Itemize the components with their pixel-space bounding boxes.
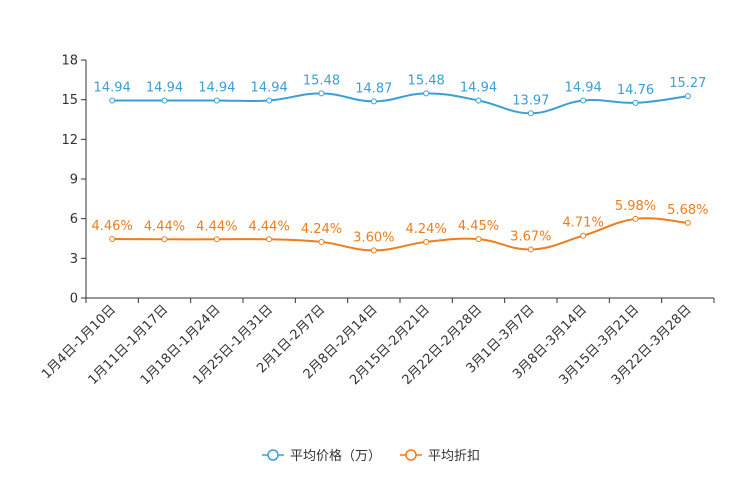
data-point [109,236,116,243]
data-point [632,215,639,222]
series-1: 4.46% 4.44% 4.44% 4.44% 4.24% 3.60% 4.24% 4.45%… [92,199,708,254]
data-point [580,232,587,239]
data-label: 14.87 [355,81,392,96]
data-label: 5.68% [667,203,708,218]
data-label: 4.71% [563,216,604,231]
data-label: 14.76 [617,83,654,98]
data-label: 4.46% [92,219,133,234]
data-label: 4.24% [406,222,447,237]
y-tick-label: 6 [70,212,78,227]
data-point [684,219,691,226]
data-point [475,236,482,243]
data-label: 4.44% [144,219,185,234]
y-tick-label: 12 [61,133,78,148]
series-line [112,217,688,252]
data-point [109,97,116,104]
data-label: 15.48 [303,73,340,88]
data-point [423,90,430,97]
data-label: 14.94 [94,80,131,95]
data-label: 4.24% [301,222,342,237]
data-label: 3.67% [510,229,551,244]
data-label: 14.94 [146,80,183,95]
data-label: 14.94 [198,80,235,95]
data-label: 15.27 [669,76,706,91]
data-label: 14.94 [460,80,497,95]
data-point [161,236,168,243]
data-label: 5.98% [615,199,656,214]
data-label: 14.94 [565,80,602,95]
legend-label: 平均价格（万） [290,448,381,464]
data-point [423,238,430,245]
y-tick-label: 0 [70,292,78,307]
data-point [318,238,325,245]
series-0: 14.94 14.94 14.94 14.94 15.48 14.87 15.48 14.94… [94,73,706,117]
data-label: 13.97 [512,93,549,108]
data-point [684,93,691,100]
data-point [213,97,220,104]
data-label: 3.60% [353,230,394,245]
data-point [266,236,273,243]
series-line [112,92,688,115]
data-point [580,97,587,104]
y-tick-label: 15 [61,93,78,108]
data-point [370,247,377,254]
data-point [527,110,534,117]
data-point [161,97,168,104]
legend-marker [405,449,417,461]
data-label: 4.44% [249,219,290,234]
legend-label: 平均折扣 [428,449,480,464]
y-tick-label: 3 [70,252,78,267]
data-point [213,236,220,243]
legend-marker [267,449,279,461]
y-tick-label: 18 [61,54,78,69]
data-point [475,97,482,104]
data-point [527,246,534,253]
data-label: 15.48 [408,73,445,88]
data-point [370,98,377,105]
y-tick-label: 9 [70,173,78,188]
data-label: 4.45% [458,219,499,234]
data-point [266,97,273,104]
data-label: 4.44% [196,219,237,234]
data-label: 14.94 [251,80,288,95]
legend-item-1: 平均折扣 [400,449,480,464]
legend-item-0: 平均价格（万） [262,448,381,464]
data-point [632,99,639,106]
data-point [318,90,325,97]
